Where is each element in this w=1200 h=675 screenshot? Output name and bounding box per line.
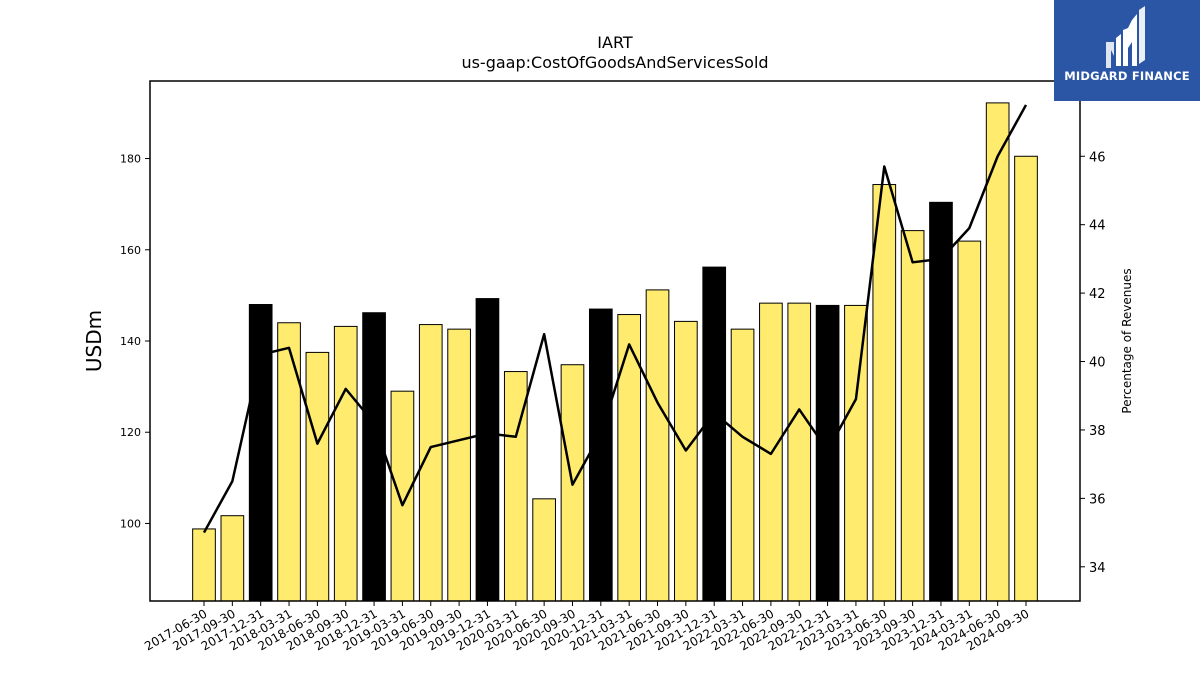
bar-2021-06-30	[645, 289, 670, 602]
y-tick-label-120: 120	[120, 426, 141, 439]
bar-2017-06-30	[192, 528, 216, 602]
bar-2024-09-30	[1014, 155, 1038, 602]
percentage-line	[202, 104, 1028, 534]
y2-tick-label-46: 46	[1089, 150, 1106, 165]
bar-2018-03-31	[277, 322, 301, 602]
bar-2023-06-30	[872, 184, 897, 602]
bar-2022-09-30	[787, 302, 812, 602]
y2-tick-label-34: 34	[1089, 561, 1106, 576]
bar-2022-12-31	[815, 304, 840, 602]
bar-2019-09-30	[447, 328, 471, 602]
bar-2021-03-31	[617, 314, 642, 602]
bar-2019-12-31	[475, 298, 500, 602]
midgard-finance-logo: MIDGARD FINANCE	[1054, 0, 1200, 101]
bar-2021-09-30	[674, 320, 698, 602]
y-tick-label-100: 100	[120, 517, 141, 530]
bar-2019-03-31	[390, 390, 415, 602]
y-tick-label-180: 180	[120, 153, 141, 166]
bar-2017-12-31	[248, 304, 273, 602]
bar-2020-06-30	[532, 498, 556, 602]
y2-tick-label-38: 38	[1089, 424, 1106, 439]
bar-2018-12-31	[362, 312, 386, 602]
bar-2023-09-30	[900, 230, 925, 602]
bar-2017-09-30	[220, 515, 245, 602]
bar-2021-12-31	[702, 266, 727, 602]
chart-title: IART	[597, 33, 633, 52]
y2-tick-label-42: 42	[1089, 287, 1106, 302]
logo-text: MIDGARD FINANCE	[1064, 69, 1190, 83]
bar-2022-03-31	[730, 328, 755, 602]
bar-2018-06-30	[305, 351, 330, 602]
y2-axis-label: Percentage of Revenues	[1120, 268, 1134, 413]
y-tick-label-140: 140	[120, 335, 141, 348]
bar-2020-12-31	[588, 308, 613, 602]
bar-2023-12-31	[929, 201, 953, 602]
y-axis-label: USDm	[82, 310, 106, 372]
y2-tick-label-40: 40	[1089, 356, 1106, 371]
bar-2018-09-30	[333, 325, 358, 602]
y-tick-label-160: 160	[120, 244, 141, 257]
chart-subtitle: us-gaap:CostOfGoodsAndServicesSold	[461, 53, 768, 72]
y2-tick-label-36: 36	[1089, 492, 1106, 507]
y2-tick-label-44: 44	[1089, 219, 1106, 234]
logo-mark-icon	[1106, 6, 1145, 68]
bar-2023-03-31	[844, 304, 868, 602]
bar-2024-03-31	[957, 240, 982, 602]
